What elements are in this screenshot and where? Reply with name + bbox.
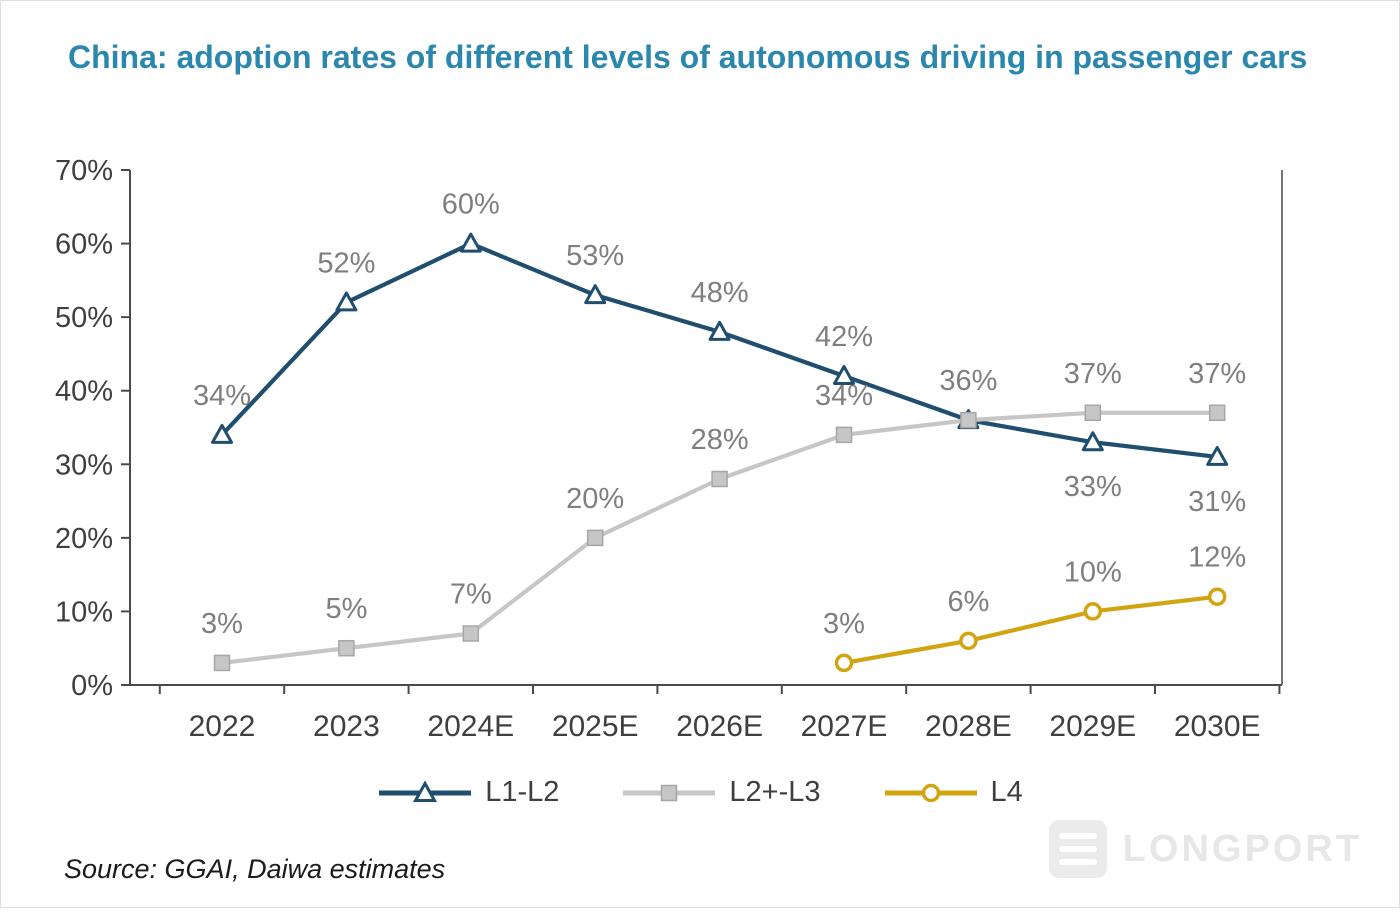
data-label: 36% — [939, 365, 997, 397]
triangle-marker — [584, 284, 607, 305]
data-label: 12% — [1188, 542, 1246, 574]
data-label: 20% — [566, 483, 624, 515]
square-marker — [213, 654, 231, 672]
legend-item-l4: L4 — [883, 776, 1023, 809]
square-marker — [1208, 404, 1226, 422]
triangle-marker — [335, 291, 358, 312]
square-marker — [586, 529, 604, 547]
data-label: 34% — [815, 380, 873, 412]
legend-marker-triangle — [379, 779, 472, 802]
data-label: 52% — [317, 247, 375, 279]
data-label: 3% — [201, 608, 243, 640]
triangle-marker — [708, 320, 731, 341]
x-axis-label: 2030E — [1174, 710, 1261, 743]
triangle-marker — [211, 423, 233, 444]
data-label: 53% — [566, 240, 624, 272]
circle-marker — [1207, 587, 1227, 606]
data-label: 28% — [691, 424, 749, 456]
data-label: 7% — [450, 579, 492, 611]
data-label: 42% — [815, 321, 873, 353]
data-label: 34% — [193, 380, 251, 412]
series-line-L4 — [841, 594, 1220, 666]
y-axis-label: 30% — [55, 449, 113, 481]
data-label: 5% — [325, 593, 367, 625]
legend-item-l2-l3: L2+-L3 — [621, 776, 821, 809]
square-marker — [711, 470, 728, 488]
chart-title: China: adoption rates of different level… — [68, 39, 1308, 75]
longport-logo-icon — [1048, 820, 1107, 878]
data-label: 3% — [823, 608, 865, 640]
square-marker — [1084, 404, 1102, 422]
x-axis-label: 2022 — [189, 710, 256, 743]
data-label: 10% — [1064, 556, 1122, 588]
triangle-marker — [1081, 431, 1104, 452]
y-axis-label: 10% — [55, 596, 113, 628]
data-label: 48% — [691, 277, 749, 309]
legend-label: L1-L2 — [485, 776, 560, 808]
legend-label: L2+-L3 — [729, 776, 821, 808]
square-marker — [462, 625, 480, 642]
square-marker — [960, 411, 977, 429]
chart-legend: L1-L2 L2+-L3 L4 — [0, 776, 1400, 809]
square-marker — [835, 426, 853, 444]
legend-marker-circle — [884, 783, 977, 802]
legend-marker-square — [623, 784, 716, 801]
triangle-marker — [1206, 445, 1229, 466]
data-label: 60% — [442, 189, 500, 221]
x-axis-label: 2023 — [313, 710, 380, 743]
y-axis-label: 60% — [55, 229, 113, 261]
data-label: 33% — [1064, 471, 1122, 503]
x-axis-label: 2027E — [801, 710, 888, 743]
y-axis-label: 70% — [55, 155, 113, 187]
circle-marker — [1083, 602, 1103, 621]
circle-marker — [834, 653, 854, 673]
data-label: 31% — [1188, 486, 1246, 518]
x-axis-label: 2025E — [552, 710, 639, 743]
y-axis-label: 20% — [55, 523, 113, 555]
legend-label: L4 — [990, 776, 1023, 808]
watermark: LONGPORT — [1048, 820, 1362, 878]
square-marker — [338, 639, 355, 657]
x-axis-label: 2028E — [925, 710, 1012, 743]
legend-item-l1-l2: L1-L2 — [377, 776, 559, 809]
y-axis-label: 40% — [55, 376, 113, 408]
y-axis-label: 0% — [71, 670, 113, 702]
source-note: Source: GGAI, Daiwa estimates — [64, 854, 446, 884]
x-axis-label: 2024E — [427, 710, 514, 743]
x-axis-label: 2026E — [676, 710, 763, 743]
triangle-marker — [833, 365, 855, 385]
circle-marker — [959, 631, 978, 651]
data-label: 37% — [1064, 358, 1122, 390]
x-axis-label: 2029E — [1049, 710, 1136, 743]
y-axis-label: 50% — [55, 302, 113, 334]
data-label: 6% — [947, 586, 989, 618]
data-label: 37% — [1188, 358, 1246, 390]
triangle-marker — [459, 232, 482, 253]
watermark-text: LONGPORT — [1122, 827, 1362, 870]
